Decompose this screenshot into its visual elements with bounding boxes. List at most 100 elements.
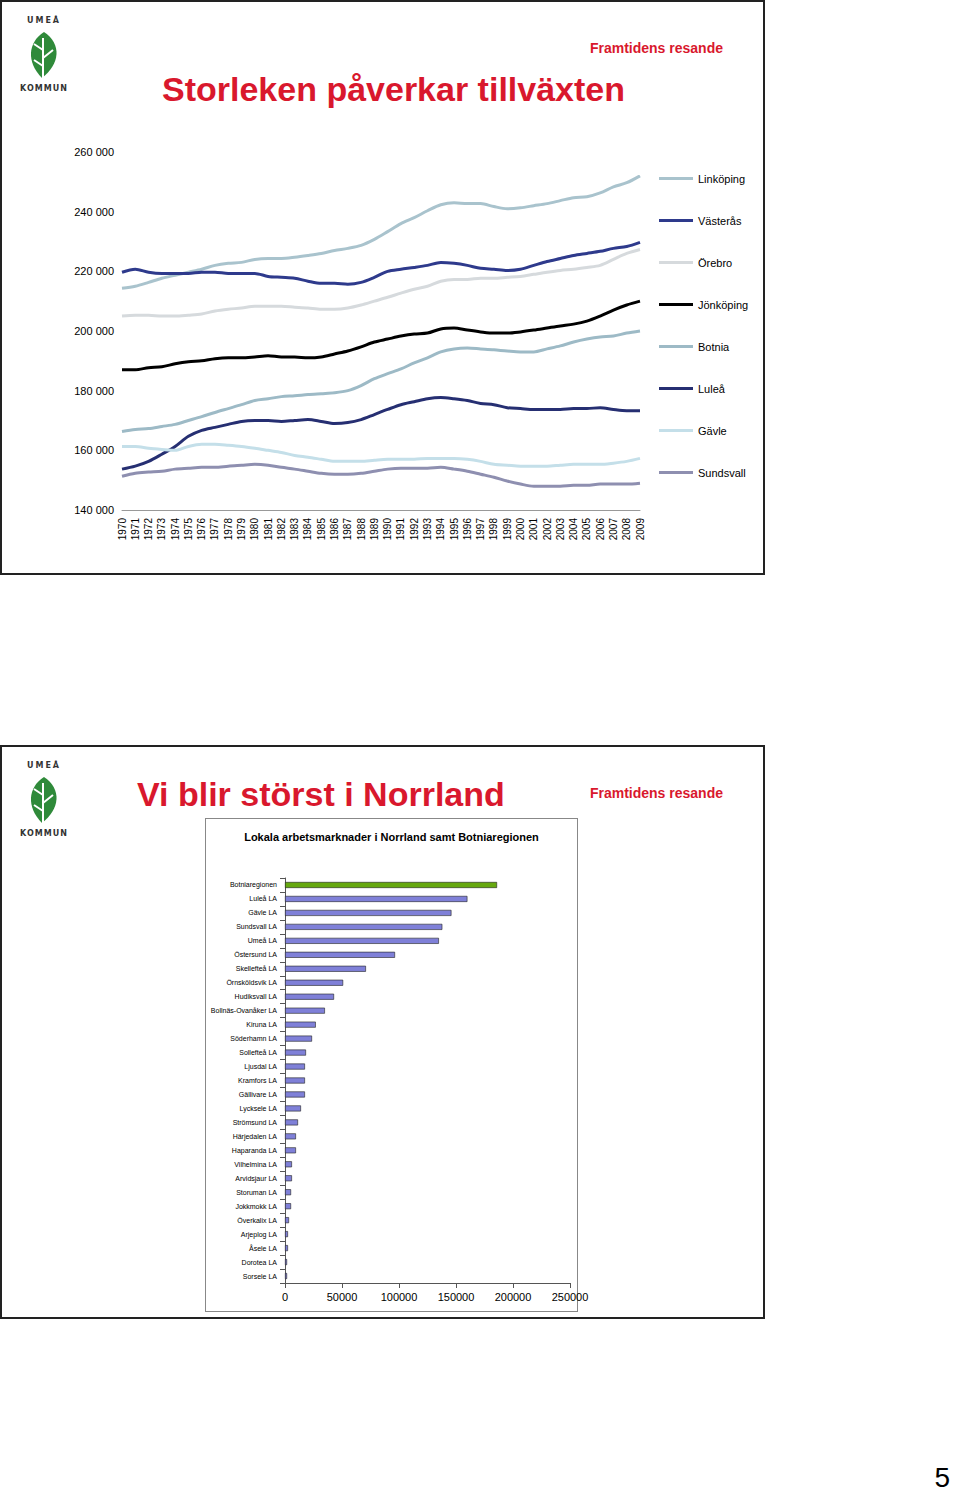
svg-text:1987: 1987: [342, 518, 353, 541]
svg-text:180 000: 180 000: [74, 385, 114, 397]
svg-text:140 000: 140 000: [74, 504, 114, 516]
svg-text:Sundsvall LA: Sundsvall LA: [236, 923, 277, 930]
svg-text:2000: 2000: [515, 518, 526, 541]
svg-text:1993: 1993: [422, 518, 433, 541]
svg-text:Söderhamn LA: Söderhamn LA: [230, 1035, 277, 1042]
svg-text:1999: 1999: [502, 518, 513, 541]
svg-text:Luleå: Luleå: [698, 383, 726, 395]
svg-text:Strömsund LA: Strömsund LA: [233, 1119, 278, 1126]
svg-text:Storuman LA: Storuman LA: [236, 1189, 277, 1196]
svg-text:50000: 50000: [327, 1291, 358, 1303]
svg-text:2008: 2008: [621, 518, 632, 541]
svg-text:Sorsele LA: Sorsele LA: [243, 1273, 278, 1280]
svg-text:Västerås: Västerås: [698, 215, 742, 227]
svg-text:1998: 1998: [488, 518, 499, 541]
svg-text:2007: 2007: [608, 518, 619, 541]
html-text:KOMMUN: KOMMUN: [20, 84, 68, 93]
svg-text:Kramfors LA: Kramfors LA: [238, 1077, 277, 1084]
svg-text:1975: 1975: [183, 518, 194, 541]
html-text:Lokala arbetsmarknader i Norrl: Lokala arbetsmarknader i Norrland samt B…: [244, 831, 539, 843]
svg-text:1970: 1970: [117, 518, 128, 541]
svg-text:Överkalix LA: Överkalix LA: [237, 1217, 277, 1224]
svg-text:Linköping: Linköping: [698, 173, 745, 185]
svg-text:Lycksele LA: Lycksele LA: [240, 1105, 278, 1113]
svg-text:Härjedalen LA: Härjedalen LA: [233, 1133, 278, 1141]
svg-text:1983: 1983: [289, 518, 300, 541]
svg-text:Vilhelmina LA: Vilhelmina LA: [234, 1161, 277, 1168]
svg-text:1997: 1997: [475, 518, 486, 541]
svg-text:Botniaregionen: Botniaregionen: [230, 881, 277, 889]
html-text:UMEÅ: UMEÅ: [26, 761, 62, 770]
svg-text:Hudiksvall LA: Hudiksvall LA: [235, 993, 278, 1000]
svg-text:Ljusdal LA: Ljusdal LA: [244, 1063, 277, 1071]
html-text:Storleken påverkar tillväxten: Storleken påverkar tillväxten: [162, 70, 625, 108]
svg-text:2002: 2002: [542, 518, 553, 541]
svg-text:1986: 1986: [329, 518, 340, 541]
svg-text:1979: 1979: [236, 518, 247, 541]
svg-text:Jönköping: Jönköping: [698, 299, 748, 311]
svg-text:Jokkmokk LA: Jokkmokk LA: [235, 1203, 277, 1210]
svg-text:1992: 1992: [409, 518, 420, 541]
svg-text:Örebro: Örebro: [698, 257, 732, 269]
html-text:Framtidens resande: Framtidens resande: [589, 40, 723, 56]
svg-text:200 000: 200 000: [74, 325, 114, 337]
svg-text:1989: 1989: [369, 518, 380, 541]
svg-text:1984: 1984: [302, 518, 313, 541]
svg-text:1974: 1974: [170, 518, 181, 541]
svg-text:1982: 1982: [276, 518, 287, 541]
svg-text:2009: 2009: [635, 518, 646, 541]
html-text:KOMMUN: KOMMUN: [20, 829, 68, 838]
svg-text:Bollnäs-Ovanåker LA: Bollnäs-Ovanåker LA: [211, 1007, 277, 1014]
svg-text:1988: 1988: [356, 518, 367, 541]
svg-text:1990: 1990: [382, 518, 393, 541]
svg-text:Luleå LA: Luleå LA: [249, 895, 277, 902]
svg-text:Åsele LA: Åsele LA: [249, 1244, 277, 1252]
svg-text:2003: 2003: [555, 518, 566, 541]
svg-text:Botnia: Botnia: [698, 341, 730, 353]
svg-text:1976: 1976: [196, 518, 207, 541]
svg-text:Gävle LA: Gävle LA: [248, 909, 277, 916]
svg-text:Gävle: Gävle: [698, 425, 727, 437]
svg-text:Umeå LA: Umeå LA: [248, 937, 278, 944]
svg-text:Sundsvall: Sundsvall: [698, 467, 746, 479]
svg-text:200000: 200000: [495, 1291, 532, 1303]
svg-text:Östersund LA: Östersund LA: [234, 951, 277, 958]
svg-text:Arjeplog LA: Arjeplog LA: [241, 1231, 278, 1239]
svg-text:2005: 2005: [581, 518, 592, 541]
svg-text:160 000: 160 000: [74, 444, 114, 456]
svg-text:1973: 1973: [156, 518, 167, 541]
svg-text:240 000: 240 000: [74, 206, 114, 218]
html-text:Framtidens resande: Framtidens resande: [589, 785, 723, 801]
svg-text:100000: 100000: [381, 1291, 418, 1303]
svg-text:1977: 1977: [209, 518, 220, 541]
svg-text:1985: 1985: [316, 518, 327, 541]
html-text:UMEÅ: UMEÅ: [26, 16, 62, 25]
svg-text:260 000: 260 000: [74, 146, 114, 158]
svg-text:0: 0: [282, 1291, 288, 1303]
svg-text:2004: 2004: [568, 518, 579, 541]
svg-text:Örnsköldsvik LA: Örnsköldsvik LA: [226, 979, 277, 986]
svg-text:Haparanda LA: Haparanda LA: [232, 1147, 277, 1155]
svg-text:Kiruna LA: Kiruna LA: [246, 1021, 277, 1028]
svg-text:1994: 1994: [435, 518, 446, 541]
html-text:Vi blir störst i Norrland: Vi blir störst i Norrland: [137, 775, 505, 813]
svg-text:250000: 250000: [552, 1291, 589, 1303]
svg-text:1995: 1995: [449, 518, 460, 541]
svg-text:150000: 150000: [438, 1291, 475, 1303]
svg-text:1980: 1980: [249, 518, 260, 541]
svg-text:1971: 1971: [130, 518, 141, 541]
svg-text:220 000: 220 000: [74, 265, 114, 277]
svg-text:2006: 2006: [595, 518, 606, 541]
svg-text:1981: 1981: [263, 518, 274, 541]
svg-text:Dorotea LA: Dorotea LA: [242, 1259, 278, 1266]
svg-text:2001: 2001: [528, 518, 539, 541]
svg-text:1978: 1978: [223, 518, 234, 541]
svg-text:Gällivare LA: Gällivare LA: [239, 1091, 277, 1098]
svg-text:1991: 1991: [395, 518, 406, 541]
svg-text:Arvidsjaur LA: Arvidsjaur LA: [235, 1175, 277, 1183]
svg-text:1972: 1972: [143, 518, 154, 541]
svg-text:Skellefteå LA: Skellefteå LA: [236, 965, 278, 972]
html-text:5: 5: [934, 1462, 950, 1493]
svg-text:1996: 1996: [462, 518, 473, 541]
svg-text:Sollefteå LA: Sollefteå LA: [239, 1049, 277, 1056]
